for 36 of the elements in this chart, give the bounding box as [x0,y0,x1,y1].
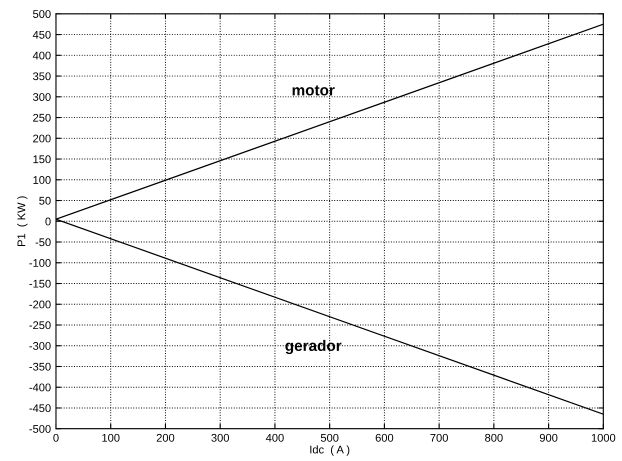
y-tick-label: -150 [29,280,51,288]
y-tick-label: 250 [33,114,51,122]
x-tick-label: 300 [211,434,230,442]
x-tick-label: 600 [376,434,394,442]
y-tick-label: 500 [33,10,51,18]
y-tick-label: -300 [29,342,51,350]
y-tick-label: -400 [29,384,51,392]
y-tick-label: 450 [32,30,51,39]
y-tick-label: 100 [33,176,51,184]
x-tick-label: 100 [102,434,120,442]
y-tick-label: -250 [29,321,51,330]
x-tick-label: 800 [485,434,503,442]
x-tick-label: 500 [320,434,338,442]
y-tick-label: -350 [29,362,51,371]
x-tick-label: 700 [430,434,448,442]
y-axis-title: P1 ( KW ) [17,196,28,246]
y-tick-label: 0 [45,218,51,226]
y-tick-label: -50 [36,238,51,246]
y-tick-label: -200 [29,300,51,308]
y-tick-label: -450 [29,404,51,412]
x-tick-label: 200 [156,434,174,442]
series-label: motor [292,85,335,96]
y-tick-label: 150 [33,155,51,164]
x-axis-title: Idc ( A ) [310,445,350,456]
x-tick-label: 900 [540,434,558,442]
y-tick-label: 300 [33,93,51,101]
x-tick-label: 400 [266,434,284,442]
y-tick-label: 50 [39,196,51,205]
y-tick-label: -100 [29,259,51,267]
y-tick-label: -500 [29,424,51,433]
x-tick-label: 1000 [592,434,616,442]
x-tick-label: 0 [53,434,59,442]
y-tick-label: 400 [32,52,51,60]
y-tick-label: 350 [33,72,51,80]
series-label: gerador [285,340,342,354]
y-tick-label: 200 [33,134,51,142]
